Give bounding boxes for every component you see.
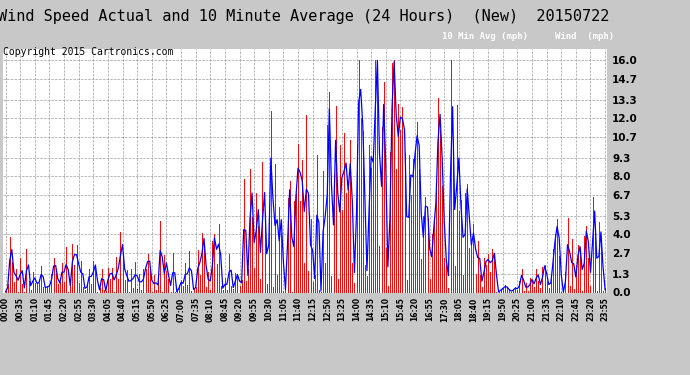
- Text: Wind  (mph): Wind (mph): [555, 32, 614, 41]
- Text: Copyright 2015 Cartronics.com: Copyright 2015 Cartronics.com: [3, 47, 174, 57]
- Text: 10 Min Avg (mph): 10 Min Avg (mph): [442, 32, 528, 41]
- Text: Wind Speed Actual and 10 Minute Average (24 Hours)  (New)  20150722: Wind Speed Actual and 10 Minute Average …: [0, 9, 609, 24]
